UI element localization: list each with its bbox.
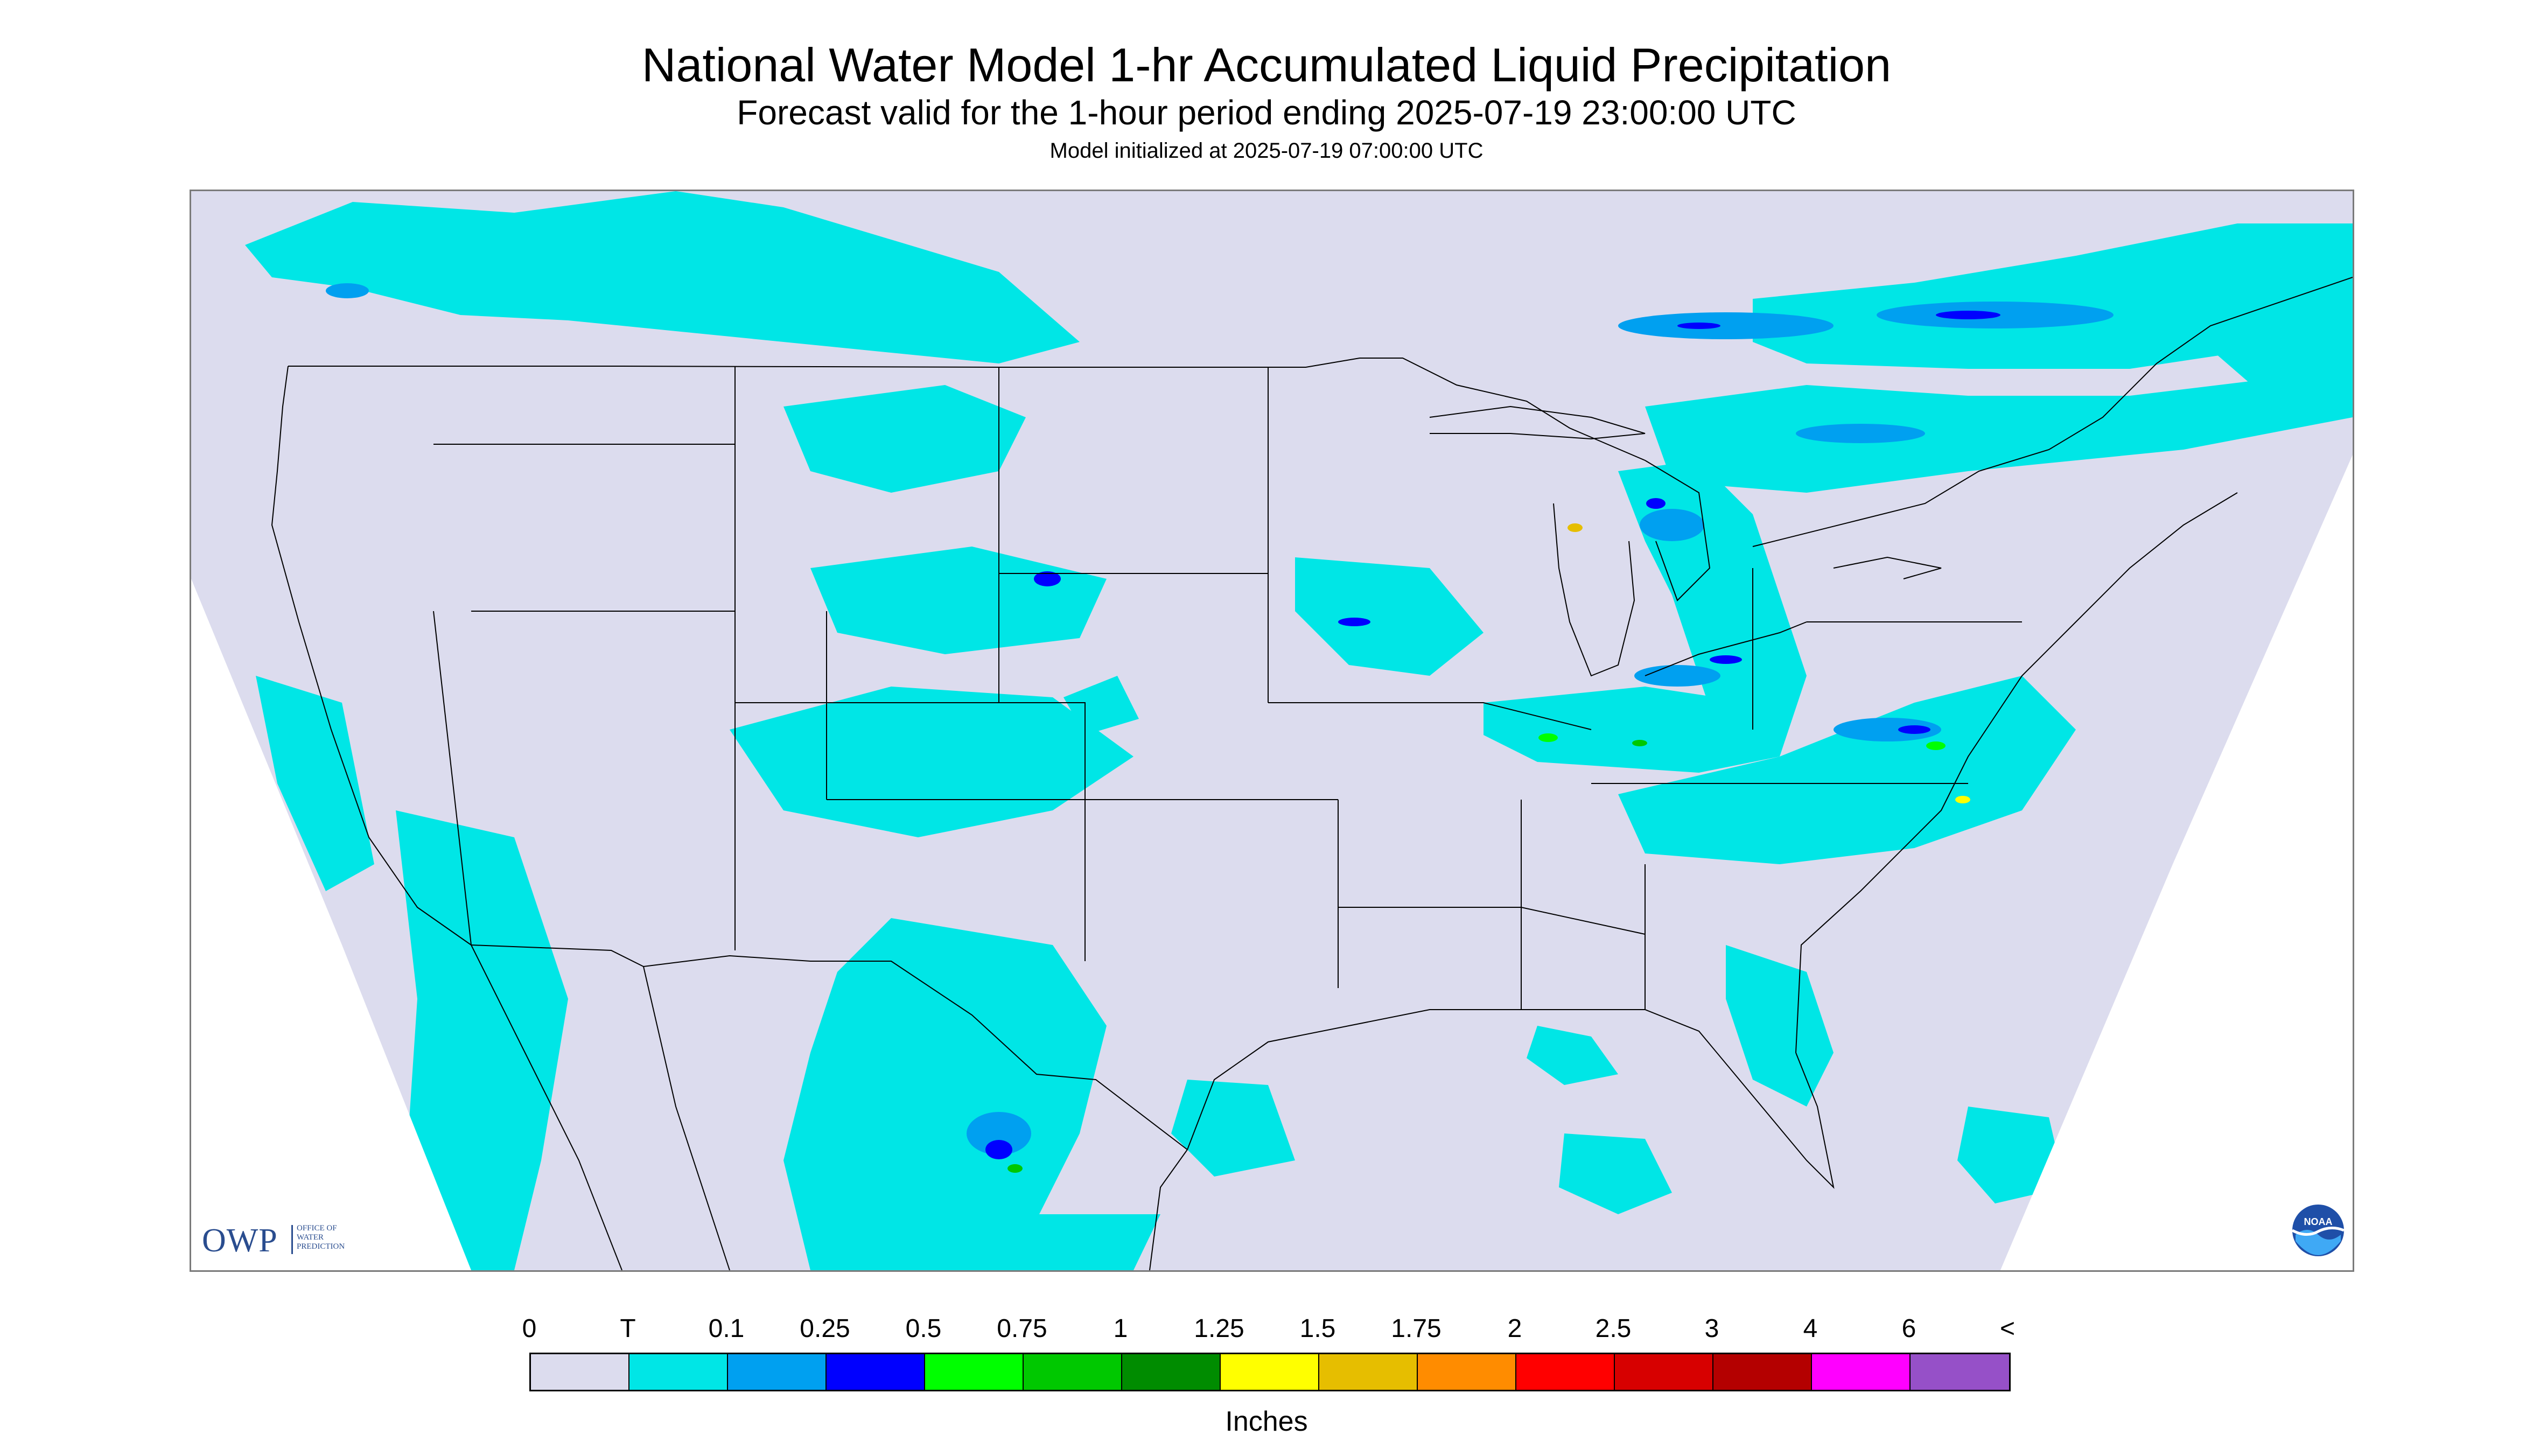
mexico-interior: [643, 966, 730, 1270]
legend-tick-label: 1.5: [1299, 1314, 1336, 1343]
legend-tick-label: 0: [522, 1314, 537, 1343]
legend-swatch: [1812, 1354, 1911, 1390]
legend-swatch: [1713, 1354, 1812, 1390]
legend-swatch: [1319, 1354, 1418, 1390]
political-boundaries: [288, 277, 2353, 1270]
legend-tick-label: 2: [1507, 1314, 1522, 1343]
legend-tick-label: 0.5: [905, 1314, 942, 1343]
legend-tick-label: 4: [1803, 1314, 1818, 1343]
legend-tick-label: 0.75: [997, 1314, 1047, 1343]
light-precip-areas: [326, 283, 2114, 1155]
legend-swatch: [629, 1354, 728, 1390]
mexico-west-coast: [471, 944, 622, 1270]
great-lake-michigan: [1553, 503, 1635, 677]
trace-precip-areas: [245, 191, 2353, 1270]
moderate-precip-areas: [985, 311, 2000, 1159]
heavy-precip-cores: [1007, 523, 1970, 1173]
great-lake-huron: [1645, 460, 1711, 601]
legend-swatch: [925, 1354, 1024, 1390]
projection-outside-left: [191, 579, 471, 1270]
legend-tick-label: 1.25: [1194, 1314, 1244, 1343]
legend-tick-label: 0.1: [708, 1314, 745, 1343]
owp-logo-divider: [291, 1225, 293, 1254]
legend-swatch: [1024, 1354, 1122, 1390]
east-border-line: [1752, 277, 2353, 547]
legend-swatch: [1418, 1354, 1516, 1390]
legend-swatch: [531, 1354, 629, 1390]
legend-swatch: [827, 1354, 925, 1390]
legend-color-bar: [529, 1353, 2011, 1391]
atlantic-coast: [1795, 492, 2238, 1053]
great-lake-superior: [1429, 405, 1646, 440]
legend-swatch: [728, 1354, 827, 1390]
legend-tick-label: <: [1999, 1314, 2016, 1343]
legend-swatch: [1911, 1354, 2009, 1390]
owp-logo-subtext: OFFICE OF WATER PREDICTION: [297, 1224, 345, 1251]
gulf-coast: [1187, 1009, 1835, 1189]
precipitation-map[interactable]: OWP OFFICE OF WATER PREDICTION NOAA: [190, 190, 2354, 1272]
coastlines: [271, 366, 2238, 1270]
map-canvas: [191, 191, 2353, 1270]
legend-swatch: [1615, 1354, 1713, 1390]
legend-tick-label: 6: [1901, 1314, 1916, 1343]
great-lake-ontario: [1833, 556, 1942, 579]
mexico-gulf-coast: [1149, 1149, 1188, 1270]
legend-tick-label: 0.25: [800, 1314, 850, 1343]
legend-swatch: [1122, 1354, 1221, 1390]
owp-logo: OWP OFFICE OF WATER PREDICTION: [202, 1221, 374, 1259]
state-line-3: [735, 702, 1086, 800]
projection-outside-right: [2000, 455, 2353, 1270]
model-init-line: Model initialized at 2025-07-19 07:00:00…: [1049, 139, 1484, 163]
legend-tick-label: 2.5: [1595, 1314, 1632, 1343]
map-subtitle: Forecast valid for the 1-hour period end…: [737, 93, 1796, 132]
legend-swatch: [1516, 1354, 1615, 1390]
legend-swatch: [1221, 1354, 1319, 1390]
legend-tick-label: T: [620, 1314, 636, 1343]
state-line-17: [433, 611, 472, 946]
owp-logo-text: OWP: [202, 1222, 278, 1259]
map-title: National Water Model 1-hr Accumulated Li…: [641, 38, 1892, 92]
west-coast: [271, 366, 472, 946]
us-mexico-border: [471, 944, 1188, 1150]
legend-tick-label: 1.75: [1391, 1314, 1442, 1343]
noaa-logo-text: NOAA: [2304, 1216, 2333, 1227]
legend-tick-label: 3: [1704, 1314, 1719, 1343]
noaa-logo: NOAA: [2291, 1205, 2345, 1256]
legend-units-label: Inches: [1225, 1406, 1308, 1437]
legend-tick-label: 1: [1113, 1314, 1128, 1343]
great-lake-erie: [1645, 621, 1807, 676]
state-line-10: [1268, 702, 1592, 730]
state-line-18: [1338, 907, 1646, 935]
